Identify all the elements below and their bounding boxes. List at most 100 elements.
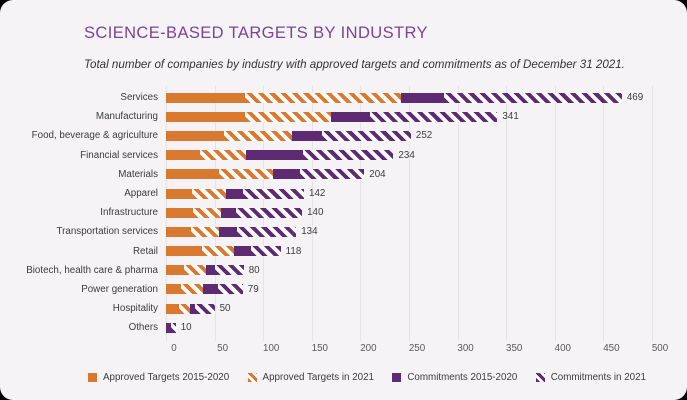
stacked-bar — [166, 322, 176, 333]
chart-subtitle: Total number of companies by industry wi… — [84, 58, 625, 71]
legend-swatch-hatched-purple-icon — [535, 373, 545, 383]
bar-row: Manufacturing 341 — [8, 107, 687, 126]
bar-segment — [166, 150, 201, 161]
bar-segment — [219, 169, 273, 180]
legend-swatch-solid-orange-icon — [88, 373, 97, 383]
axis-tick-label: 50 — [217, 343, 229, 355]
bar-segment — [214, 265, 244, 276]
bar-segment — [166, 207, 194, 218]
category-label: Materials — [118, 168, 158, 180]
category-label: Hospitality — [112, 303, 158, 315]
bar-segment — [166, 303, 179, 314]
bar-segment — [292, 130, 323, 141]
total-value-label: 252 — [415, 130, 433, 142]
bar-segment — [221, 207, 236, 218]
total-value-label: 341 — [502, 111, 519, 123]
stacked-bar — [166, 92, 622, 103]
bar-segment — [401, 92, 444, 103]
bar-segment — [166, 111, 245, 122]
chart-title: SCIENCE-BASED TARGETS BY INDUSTRY — [84, 24, 428, 42]
bar-segment — [217, 284, 243, 295]
legend-item: Approved Targets 2015-2020 — [88, 372, 229, 383]
category-label: Power generation — [81, 283, 158, 295]
stacked-bar — [166, 130, 411, 141]
legend-item: Commitments in 2021 — [535, 372, 646, 384]
legend-swatch-solid-purple-icon — [392, 373, 402, 383]
bar-segment — [331, 111, 371, 122]
legend-label: Commitments in 2021 — [550, 372, 646, 384]
category-label: Others — [128, 322, 158, 334]
total-value-label: 50 — [219, 303, 231, 315]
axis-tick-label: 300 — [457, 343, 474, 355]
bar-row: Financial services 234 — [8, 146, 687, 165]
axis-tick-label: 400 — [554, 343, 571, 355]
bar-segment — [166, 246, 202, 257]
bar-row: Others 10 — [8, 318, 687, 337]
axis-tick-label: 150 — [311, 343, 328, 355]
x-axis: 0 50 100 150 200 250 300 350 400 450 500 — [171, 343, 668, 357]
bar-row: Biotech, health care & pharma 80 — [8, 261, 687, 280]
category-label: Apparel — [124, 188, 158, 200]
category-label: Services — [120, 92, 158, 104]
total-value-label: 79 — [247, 283, 259, 295]
bar-segment — [166, 226, 192, 237]
bar-row: Food, beverage & agriculture 252 — [8, 126, 687, 145]
stacked-bar — [166, 111, 498, 122]
bar-segment — [322, 130, 411, 141]
bar-segment — [236, 226, 297, 237]
bar-segment — [244, 111, 332, 122]
bar-segment — [303, 150, 394, 161]
total-value-label: 134 — [301, 226, 318, 238]
total-value-label: 204 — [369, 168, 386, 180]
bar-segment — [224, 130, 293, 141]
bar-row: Materials 204 — [8, 165, 687, 184]
bar-segment — [234, 246, 251, 257]
axis-tick-label: 450 — [603, 343, 620, 355]
bar-segment — [184, 265, 206, 276]
bar-segment — [166, 265, 185, 276]
axis-tick-label: 100 — [263, 343, 280, 355]
bar-segment — [190, 303, 196, 314]
bar-segment — [166, 188, 193, 199]
bar-row: Retail 118 — [8, 242, 687, 261]
bar-segment — [166, 284, 181, 295]
stacked-bar — [166, 303, 215, 314]
bar-segment — [370, 111, 498, 122]
total-value-label: 142 — [309, 188, 326, 200]
total-value-label: 10 — [180, 322, 192, 334]
legend-label: Approved Targets in 2021 — [262, 372, 375, 384]
bar-row: Services 469 — [8, 88, 687, 107]
total-value-label: 140 — [307, 207, 324, 219]
legend-label: Commitments 2015-2020 — [407, 372, 518, 384]
bar-segment — [205, 265, 215, 276]
bar-row: Infrastructure 140 — [8, 203, 687, 222]
stacked-bar — [166, 265, 244, 276]
stacked-bar — [166, 169, 365, 180]
bar-row: Apparel 142 — [8, 184, 687, 203]
bar-segment — [200, 150, 246, 161]
bar-segment — [242, 188, 304, 199]
legend-item: Commitments 2015-2020 — [392, 372, 517, 383]
legend-label: Approved Targets 2015-2020 — [103, 372, 230, 384]
legend-swatch-hatched-orange-icon — [247, 373, 257, 383]
bar-segment — [250, 246, 281, 257]
bar-segment — [180, 284, 203, 295]
bar-segment — [300, 169, 365, 180]
bar-segment — [166, 169, 220, 180]
total-value-label: 469 — [626, 92, 644, 104]
bar-row: Power generation 79 — [8, 280, 687, 299]
total-value-label: 80 — [248, 264, 260, 276]
chart-header: SCIENCE-BASED TARGETS BY INDUSTRY Total … — [84, 24, 687, 71]
chart-rows: Services 469 Manufacturing 341 Food, beverag… — [8, 86, 687, 342]
bar-segment — [272, 169, 301, 180]
category-label: Financial services — [80, 149, 158, 161]
bar-chart: Services 469 Manufacturing 341 Food, beverag… — [8, 86, 687, 357]
bar-segment — [195, 303, 215, 314]
bar-segment — [235, 207, 303, 218]
category-label: Manufacturing — [95, 111, 158, 123]
category-label: Infrastructure — [100, 207, 158, 219]
category-label: Transportation services — [56, 226, 158, 238]
bar-segment — [219, 226, 237, 237]
